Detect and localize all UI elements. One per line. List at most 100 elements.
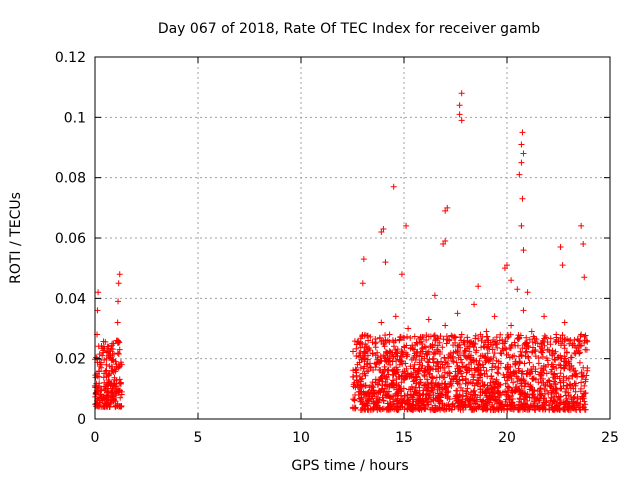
cloud-point <box>382 332 389 339</box>
cloud-point <box>552 348 559 355</box>
data-point <box>487 379 494 386</box>
cloud-point <box>438 405 445 412</box>
cloud-point <box>532 339 539 346</box>
data-point <box>108 388 115 395</box>
cloud-point <box>540 362 547 369</box>
cloud-point <box>557 340 564 347</box>
data-point <box>574 373 581 380</box>
cloud-point <box>467 395 474 402</box>
cloud-point <box>377 406 384 413</box>
cloud-point <box>492 397 499 404</box>
cloud-point <box>559 332 566 339</box>
cloud-point <box>380 337 387 344</box>
x-tick-label: 10 <box>292 430 310 446</box>
cloud-point <box>569 399 576 406</box>
cloud-point <box>557 370 564 377</box>
cloud-point <box>429 385 436 392</box>
cloud-point <box>372 339 379 346</box>
data-point <box>93 400 100 407</box>
cloud-point <box>353 352 360 359</box>
cloud-point <box>396 403 403 410</box>
data-point <box>106 370 113 377</box>
cloud-point <box>392 346 399 353</box>
data-point <box>442 322 449 329</box>
cloud-point <box>506 354 513 361</box>
data-point <box>580 364 587 371</box>
data-point <box>104 343 111 350</box>
cloud-point <box>363 400 370 407</box>
data-point <box>518 159 525 166</box>
cloud-point <box>451 333 458 340</box>
cloud-point <box>514 378 521 385</box>
cloud-point <box>384 392 391 399</box>
data-point <box>456 111 463 118</box>
cloud-point <box>450 342 457 349</box>
data-point <box>351 379 358 386</box>
data-point <box>518 222 525 229</box>
cloud-point <box>491 350 498 357</box>
cloud-point <box>370 367 377 373</box>
cloud-point <box>553 400 560 407</box>
cloud-point <box>457 384 464 391</box>
data-point <box>112 358 119 365</box>
cloud-point <box>523 393 530 400</box>
cloud-point <box>385 358 392 365</box>
cloud-point <box>459 359 466 366</box>
cloud-point <box>423 391 430 398</box>
data-point <box>382 355 389 362</box>
cloud-point <box>430 349 437 356</box>
cloud-point <box>424 380 431 387</box>
cloud-point <box>482 339 489 346</box>
data-point <box>359 370 366 377</box>
cloud-point <box>397 399 404 406</box>
cloud-point <box>431 402 438 409</box>
cloud-point <box>520 404 527 411</box>
cloud-point <box>502 398 509 405</box>
data-point <box>491 313 498 320</box>
cloud-point <box>494 380 501 387</box>
data-point <box>448 382 455 389</box>
data-point <box>522 349 529 356</box>
cloud-point <box>472 340 479 347</box>
data-point <box>512 361 519 368</box>
cloud-point <box>372 352 379 359</box>
cloud-point <box>419 397 426 404</box>
grid-lines <box>95 57 610 419</box>
cloud-point <box>515 375 522 382</box>
data-point <box>581 274 588 281</box>
cloud-point <box>463 355 470 362</box>
data-point <box>440 241 447 248</box>
cloud-point <box>526 336 533 343</box>
cloud-point <box>111 351 118 358</box>
cloud-point <box>549 347 556 354</box>
cloud-point <box>481 381 488 388</box>
cloud-point <box>549 400 556 407</box>
cloud-point <box>95 368 102 375</box>
cloud-point <box>437 397 444 404</box>
cloud-point <box>475 377 482 384</box>
data-point <box>355 391 362 398</box>
cloud-point <box>532 366 539 373</box>
cloud-point <box>424 364 431 371</box>
cloud-point <box>422 381 429 388</box>
cloud-point <box>425 367 432 374</box>
cloud-point <box>380 340 387 347</box>
cloud-point <box>379 382 386 389</box>
cloud-point <box>353 345 360 352</box>
cloud-point <box>429 356 436 363</box>
cloud-point <box>463 390 470 397</box>
cloud-point <box>481 389 488 396</box>
cloud-point <box>451 373 458 380</box>
cloud-point <box>430 359 437 366</box>
cloud-point <box>551 378 558 385</box>
cloud-point <box>566 402 573 409</box>
cloud-point <box>421 343 428 350</box>
cloud-point <box>494 385 501 392</box>
cloud-point <box>373 398 380 405</box>
cloud-point <box>519 388 526 395</box>
data-point <box>532 376 539 383</box>
cloud-point <box>374 402 381 409</box>
cloud-point <box>385 371 392 378</box>
cloud-point <box>500 347 507 354</box>
x-tick-label: 0 <box>91 430 100 446</box>
